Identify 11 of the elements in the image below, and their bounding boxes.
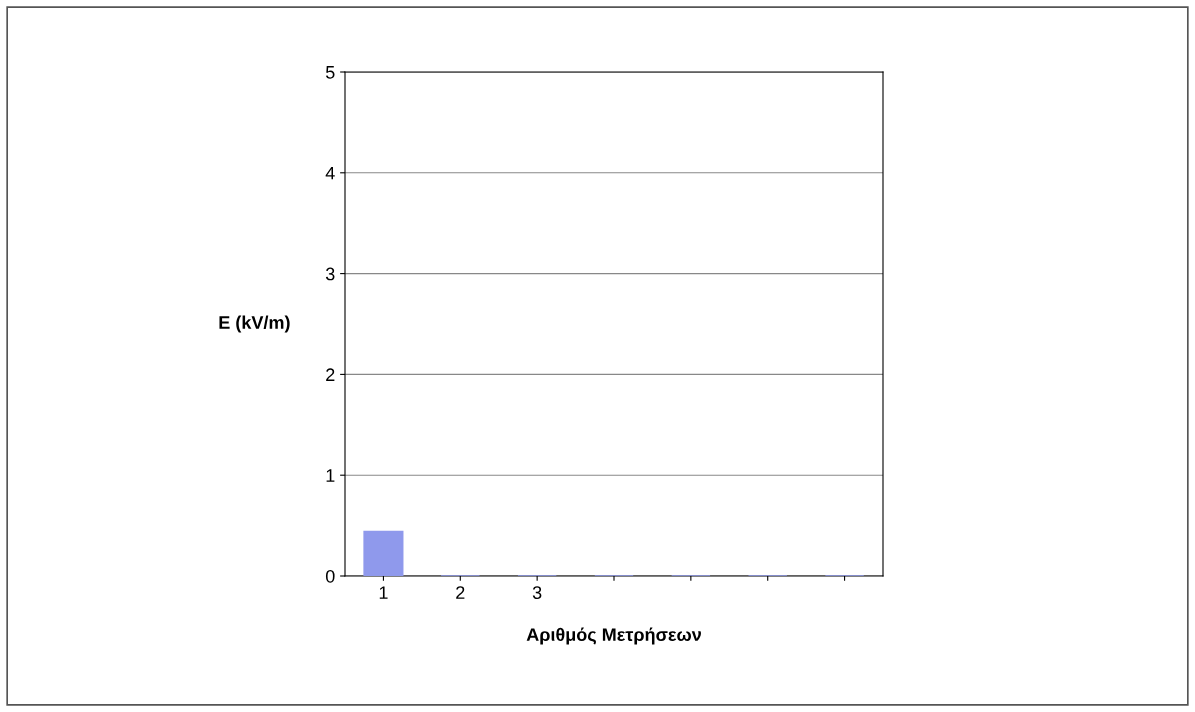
y-tick-label: 0	[325, 569, 335, 583]
y-tick-label: 2	[326, 368, 335, 381]
x-tick-label: 3	[532, 586, 542, 599]
y-tick-label: 3	[325, 267, 335, 281]
y-tick-label: 4	[325, 166, 335, 180]
y-tick-label: 1	[326, 469, 335, 482]
y-tick-label: 5	[325, 66, 335, 79]
x-tick-label: 1	[379, 586, 388, 599]
x-axis-title: Αριθμός Μετρήσεων	[526, 627, 701, 645]
y-axis-title: E (kV/m)	[219, 315, 290, 333]
x-tick-label: 2	[456, 586, 465, 599]
